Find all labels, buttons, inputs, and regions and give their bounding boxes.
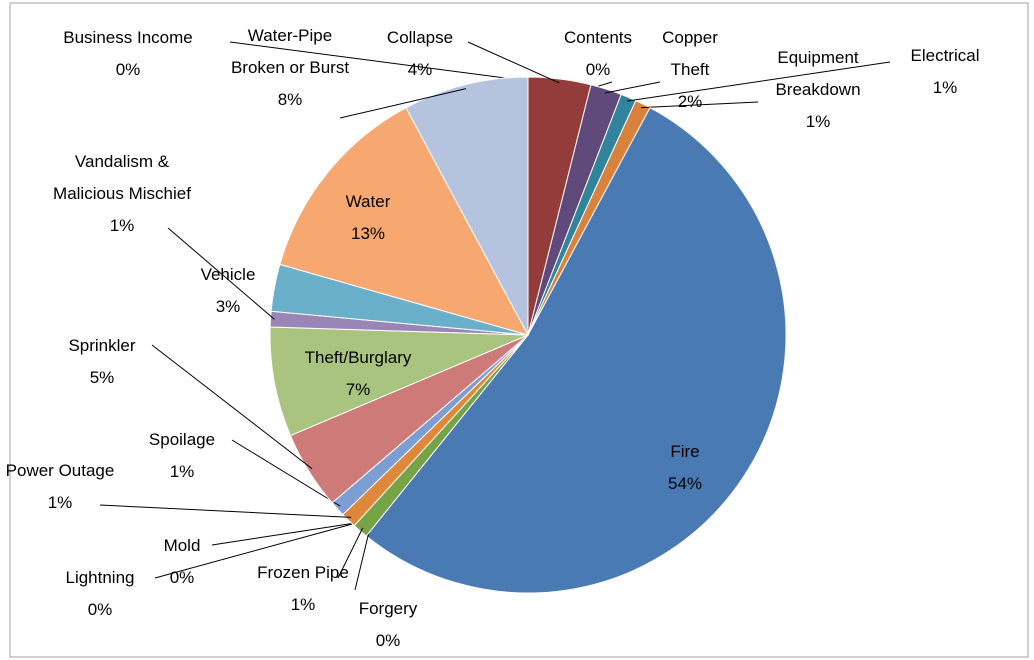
value-label: 1%: [932, 78, 958, 97]
value-label: 1%: [805, 112, 831, 131]
pie-slice: [405, 76, 529, 336]
category-label: Business Income: [63, 28, 193, 47]
value-label: 0%: [87, 600, 113, 619]
category-label: Electrical: [910, 46, 980, 65]
value-label: 4%: [407, 60, 433, 79]
value-label: 3%: [215, 297, 241, 316]
value-label: 5%: [89, 368, 115, 387]
pie-slice: [269, 326, 529, 437]
category-label: Water-Pipe Broken or Burst: [230, 26, 350, 77]
slice-label: Frozen Pipe 1%: [253, 557, 353, 621]
slice-label-inside: Water 13%: [318, 186, 418, 250]
slice-label: Lightning 0%: [40, 562, 160, 626]
leader-line: [229, 41, 529, 82]
leader-line: [339, 88, 467, 119]
value-label: 2%: [677, 92, 703, 111]
category-label: Copper Theft: [662, 28, 718, 79]
slice-label: Electrical 1%: [885, 40, 1005, 104]
slice-label: Water-Pipe Broken or Burst 8%: [230, 20, 350, 116]
value-label: 0%: [375, 631, 401, 650]
category-label: Frozen Pipe: [257, 563, 349, 582]
category-label: Fire: [670, 442, 700, 461]
leader-line: [626, 61, 891, 102]
leader-line: [167, 227, 275, 320]
value-label: 0%: [169, 568, 195, 587]
slice-label: Business Income 0%: [28, 22, 228, 86]
value-label: 0%: [585, 60, 611, 79]
slice-label: Collapse 4%: [360, 22, 480, 86]
value-label: 54%: [667, 474, 703, 493]
slice-label-inside: Theft/Burglary 7%: [268, 342, 448, 406]
category-label: Forgery: [358, 599, 418, 618]
category-label: Collapse: [386, 28, 454, 47]
leader-line: [467, 41, 560, 84]
slice-label-inside: Fire 54%: [645, 436, 725, 500]
category-label: Contents: [563, 28, 633, 47]
pie-slice: [365, 107, 787, 594]
pie-slice: [279, 107, 529, 336]
category-label: Theft/Burglary: [304, 348, 412, 367]
slice-label: Spoilage 1%: [127, 424, 237, 488]
slice-label: Sprinkler 5%: [42, 330, 162, 394]
category-label: Vandalism & Malicious Mischief: [53, 152, 191, 203]
leader-line: [641, 101, 759, 109]
leader-line: [337, 527, 364, 579]
leader-line: [231, 439, 341, 507]
value-label: 7%: [345, 380, 371, 399]
value-label: 8%: [277, 90, 303, 109]
category-label: Spoilage: [148, 430, 216, 449]
slice-label: Mold 0%: [147, 530, 217, 594]
leader-line: [154, 522, 358, 579]
slice-label: Copper Theft 2%: [645, 22, 735, 118]
value-label: 1%: [169, 462, 195, 481]
category-label: Mold: [163, 536, 201, 555]
leader-line: [604, 81, 661, 94]
slice-label: Vandalism & Malicious Mischief 1%: [42, 146, 202, 242]
category-label: Sprinkler: [68, 336, 136, 355]
leader-line: [354, 532, 370, 591]
category-label: Vehicle: [200, 265, 256, 284]
leader-line: [99, 504, 352, 518]
slice-label-inside: Vehicle 3%: [173, 259, 283, 323]
value-label: 0%: [115, 60, 141, 79]
category-label: Power Outage: [5, 461, 115, 480]
value-label: 1%: [290, 595, 316, 614]
category-label: Lightning: [65, 568, 135, 587]
slice-label: Forgery 0%: [338, 593, 438, 657]
slice-label: Power Outage 1%: [5, 455, 115, 519]
slice-label: Equipment Breakdown 1%: [758, 42, 878, 138]
leader-line: [211, 522, 357, 546]
category-label: Equipment Breakdown: [775, 48, 861, 99]
value-label: 1%: [47, 493, 73, 512]
category-label: Water: [345, 192, 391, 211]
slice-label: Contents 0%: [543, 22, 653, 86]
chart-frame: [9, 2, 1029, 658]
value-label: 13%: [350, 224, 386, 243]
value-label: 1%: [109, 216, 135, 235]
leader-line: [151, 344, 313, 470]
